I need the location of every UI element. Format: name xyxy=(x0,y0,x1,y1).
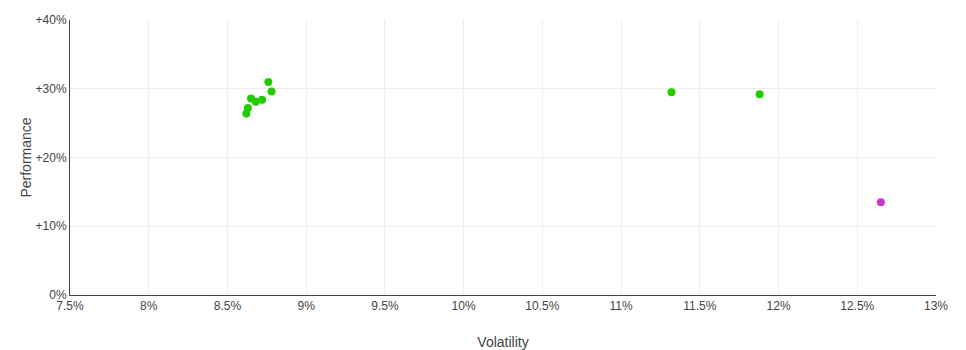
svg-text:+40%: +40% xyxy=(36,13,67,27)
svg-text:12.5%: 12.5% xyxy=(840,299,874,313)
svg-text:12%: 12% xyxy=(767,299,791,313)
svg-text:11%: 11% xyxy=(610,299,633,313)
svg-text:9.5%: 9.5% xyxy=(371,299,399,313)
svg-text:0%: 0% xyxy=(49,288,67,302)
svg-text:13%: 13% xyxy=(924,299,948,313)
svg-text:11.5%: 11.5% xyxy=(683,299,716,313)
svg-text:+30%: +30% xyxy=(36,82,67,96)
svg-text:7.5%: 7.5% xyxy=(56,299,84,313)
svg-text:+20%: +20% xyxy=(36,151,67,165)
svg-text:Volatility: Volatility xyxy=(477,334,528,350)
svg-text:10.5%: 10.5% xyxy=(525,299,559,313)
svg-text:8.5%: 8.5% xyxy=(214,299,242,313)
svg-text:10%: 10% xyxy=(452,299,476,313)
svg-text:Performance: Performance xyxy=(18,117,34,197)
svg-text:8%: 8% xyxy=(140,299,158,313)
svg-text:9%: 9% xyxy=(298,299,316,313)
svg-text:+10%: +10% xyxy=(36,219,67,233)
